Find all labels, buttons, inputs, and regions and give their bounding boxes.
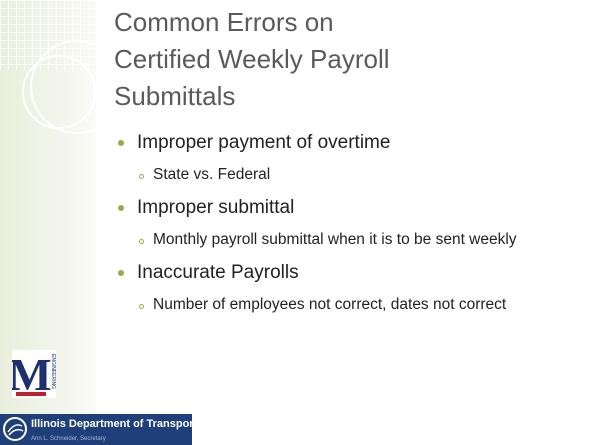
slide-title: Common Errors on Certified Weekly Payroll… xyxy=(114,4,390,115)
logo: M ENGINEERING xyxy=(12,350,56,398)
idot-banner: Illinois Department of Transportation An… xyxy=(0,414,192,445)
bullet: Improper submittal xyxy=(118,196,558,220)
sub-bullet: Monthly payroll submittal when it is to … xyxy=(139,228,543,251)
logo-bar xyxy=(16,392,46,396)
banner-name: Illinois Department of Transportation xyxy=(31,418,192,430)
logo-bg xyxy=(12,350,56,398)
logo-word: ENGINEERING xyxy=(50,354,56,389)
banner-secretary: Ann L. Schneider, Secretary xyxy=(31,436,106,442)
title-line: Submittals xyxy=(114,81,236,111)
bullet: Inaccurate Payrolls xyxy=(118,261,558,285)
sub-bullet: Number of employees not correct, dates n… xyxy=(139,293,543,316)
bullet: Improper payment of overtime xyxy=(118,131,558,155)
bullet-list: Improper payment of overtime State vs. Fe… xyxy=(118,131,558,326)
title-line: Certified Weekly Payroll xyxy=(114,44,390,74)
title-line: Common Errors on xyxy=(114,7,334,37)
decor-circle xyxy=(22,55,96,129)
idot-emblem xyxy=(3,417,27,441)
idot-emblem-lines xyxy=(7,424,24,436)
sub-bullet: State vs. Federal xyxy=(139,163,543,186)
logo-letter: M xyxy=(12,350,52,398)
